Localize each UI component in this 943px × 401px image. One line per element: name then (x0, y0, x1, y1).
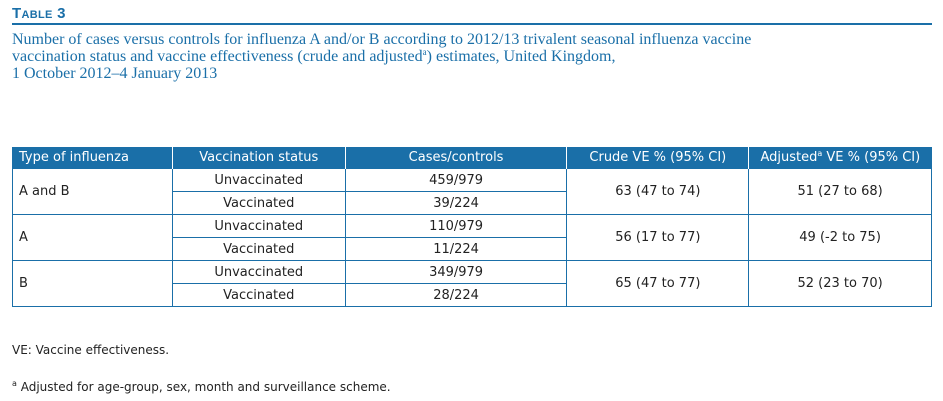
header-adjusted-suffix: VE % (95% CI) (822, 150, 921, 165)
adjusted-ve-cell: 52 (23 to 70) (748, 260, 932, 307)
caption-line-1: Number of cases versus controls for infl… (12, 31, 752, 48)
note-adjustment: a Adjusted for age-group, sex, month and… (12, 379, 391, 395)
crude-ve-cell: 63 (47 to 74) (566, 168, 750, 215)
table-label: Table 3 (12, 5, 66, 22)
caption-line-3: 1 October 2012–4 January 2013 (12, 65, 218, 82)
adjusted-ve-cell: 51 (27 to 68) (748, 168, 932, 215)
caption-line-2-end: ) estimates, United Kingdom, (426, 48, 616, 65)
cases-cell: 11/224 (344, 237, 568, 261)
caption-line-2: vaccination status and vaccine effective… (12, 47, 927, 66)
table-row: Vaccinated 28/224 (13, 283, 932, 307)
status-cell: Vaccinated (171, 191, 346, 215)
adjusted-ve-cell: 49 (-2 to 75) (748, 214, 932, 261)
table-row: Vaccinated 39/224 (13, 191, 932, 215)
status-cell: Vaccinated (171, 237, 346, 261)
header-cases: Cases/controls (344, 147, 567, 169)
header-adjusted-text: Adjusted (760, 150, 818, 165)
status-cell: Unvaccinated (171, 168, 346, 192)
note-ve-abbreviation: VE: Vaccine effectiveness. (12, 343, 170, 357)
table-row: A and B Unvaccinated 459/979 63 (47 to 7… (12, 168, 932, 215)
crude-ve-cell: 65 (47 to 77) (566, 260, 750, 307)
header-footnote-marker: a (817, 149, 823, 158)
type-cell: A (12, 214, 173, 261)
note-footnote-marker: a (12, 379, 17, 388)
cases-cell: 28/224 (344, 283, 568, 307)
table-row: B Unvaccinated 349/979 65 (47 to 77) 52 … (12, 260, 932, 307)
status-cell: Vaccinated (171, 283, 346, 307)
caption-line-2-text: vaccination status and vaccine effective… (12, 48, 423, 65)
ve-table: Type of influenza Vaccination status Cas… (12, 147, 932, 307)
type-cell: A and B (12, 168, 173, 215)
cases-cell: 39/224 (344, 191, 568, 215)
table-caption: Number of cases versus controls for infl… (12, 31, 927, 82)
header-type: Type of influenza (12, 147, 173, 169)
header-row: Type of influenza Vaccination status Cas… (12, 147, 932, 169)
cases-cell: 349/979 (344, 260, 568, 284)
header-status: Vaccination status (171, 147, 346, 169)
table-row: A Unvaccinated 110/979 56 (17 to 77) 49 … (12, 214, 932, 261)
header-adjusted-ve: Adjusteda VE % (95% CI) (748, 147, 932, 169)
status-cell: Unvaccinated (171, 214, 346, 238)
type-cell: B (12, 260, 173, 307)
status-cell: Unvaccinated (171, 260, 346, 284)
caption-footnote-marker: a (422, 47, 427, 57)
label-rule (12, 23, 932, 25)
cases-cell: 459/979 (344, 168, 568, 192)
crude-ve-cell: 56 (17 to 77) (566, 214, 750, 261)
note-adjustment-text: Adjusted for age-group, sex, month and s… (16, 380, 391, 394)
cases-cell: 110/979 (344, 214, 568, 238)
header-crude-ve: Crude VE % (95% CI) (566, 147, 749, 169)
